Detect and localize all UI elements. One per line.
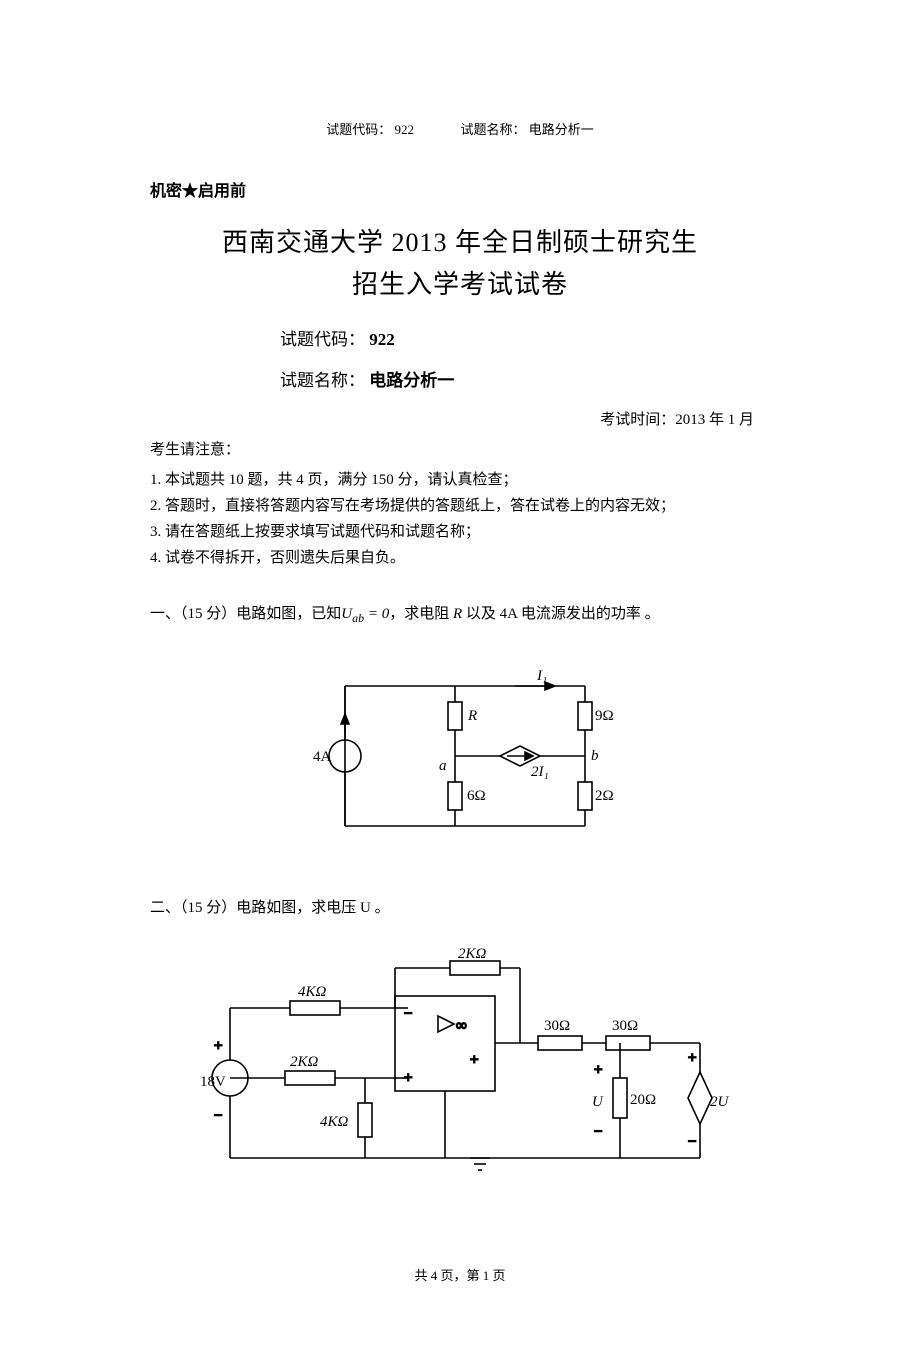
notice-item-3: 3. 请在答题纸上按要求填写试题代码和试题名称； bbox=[150, 520, 770, 544]
exam-name-label: 试题名称： bbox=[280, 371, 365, 390]
q1-condition: Uab = 0 bbox=[341, 606, 389, 622]
q2-30a-label: 30Ω bbox=[544, 1018, 570, 1034]
question-2: 二、（15 分）电路如图，求电压 U 。 bbox=[150, 896, 770, 920]
q1-6ohm-label: 6Ω bbox=[467, 788, 486, 804]
header-name-label: 试题名称： bbox=[460, 122, 525, 137]
header-code-label: 试题代码： bbox=[326, 122, 391, 137]
q1-src-label: 4A bbox=[313, 749, 332, 765]
q2-2k-top-label: 2KΩ bbox=[458, 948, 487, 962]
notice-item-1: 1. 本试题共 10 题，共 4 页，满分 150 分，请认真检查； bbox=[150, 468, 770, 492]
svg-text:+: + bbox=[594, 1062, 602, 1078]
svg-text:+: + bbox=[214, 1038, 222, 1054]
q2-30b-label: 30Ω bbox=[612, 1018, 638, 1034]
q1-R-label: R bbox=[467, 708, 477, 724]
exam-code-line: 试题代码： 922 bbox=[150, 326, 770, 353]
svg-text:∞: ∞ bbox=[456, 1018, 467, 1034]
q1-9ohm-label: 9Ω bbox=[595, 708, 614, 724]
exam-name-value: 电路分析一 bbox=[369, 371, 454, 390]
q1-node-b: b bbox=[591, 748, 599, 764]
svg-text:+: + bbox=[688, 1050, 696, 1066]
q1-circuit-diagram: 4A R I₁ 9Ω a b 2I₁ 6Ω 2Ω bbox=[150, 656, 770, 864]
question-1: 一、（15 分）电路如图，已知Uab = 0，求电阻 R 以及 4A 电流源发出… bbox=[150, 602, 770, 628]
title-line2: 招生入学考试试卷 bbox=[150, 264, 770, 306]
notice-item-2: 2. 答题时，直接将答题内容写在考场提供的答题纸上，答在试卷上的内容无效； bbox=[150, 494, 770, 518]
confidential-label: 机密★启用前 bbox=[150, 179, 770, 205]
q1-suffix: 以及 4A 电流源发出的功率 。 bbox=[462, 606, 660, 622]
q2-20-label: 20Ω bbox=[630, 1092, 656, 1108]
q2-4k-top-label: 4KΩ bbox=[298, 984, 327, 1000]
exam-code-label: 试题代码： bbox=[280, 330, 365, 349]
exam-name-line: 试题名称： 电路分析一 bbox=[150, 367, 770, 394]
exam-code-value: 922 bbox=[369, 330, 395, 349]
q1-ccvs-label: 2I₁ bbox=[531, 764, 549, 780]
svg-text:+: + bbox=[404, 1070, 412, 1086]
q2-4k-bot-label: 4KΩ bbox=[320, 1114, 349, 1130]
svg-text:+: + bbox=[470, 1052, 478, 1068]
svg-text:−: − bbox=[404, 1006, 412, 1022]
header-code-value: 922 bbox=[394, 122, 414, 137]
notice-item-4: 4. 试卷不得拆开，否则遗失后果自负。 bbox=[150, 546, 770, 570]
q1-I1-label: I₁ bbox=[536, 668, 547, 684]
svg-text:−: − bbox=[688, 1134, 696, 1150]
q1-r: R bbox=[453, 606, 462, 622]
header-name-value: 电路分析一 bbox=[529, 122, 594, 137]
notice-title: 考生请注意： bbox=[150, 438, 770, 462]
q1-2ohm-label: 2Ω bbox=[595, 788, 614, 804]
q2-2k-left-label: 2KΩ bbox=[290, 1054, 319, 1070]
title-line1: 西南交通大学 2013 年全日制硕士研究生 bbox=[150, 222, 770, 264]
q1-node-a: a bbox=[439, 758, 447, 774]
exam-time: 考试时间：2013 年 1 月 bbox=[150, 408, 770, 432]
q2-2u-label: 2U bbox=[710, 1094, 730, 1110]
q1-middle: ，求电阻 bbox=[389, 606, 453, 622]
page-footer: 共 4 页，第 1 页 bbox=[150, 1266, 770, 1287]
q1-prefix: 一、（15 分）电路如图，已知 bbox=[150, 606, 341, 622]
q2-u-label: U bbox=[592, 1094, 604, 1110]
svg-text:−: − bbox=[214, 1108, 222, 1124]
svg-text:−: − bbox=[594, 1124, 602, 1140]
q2-text: 二、（15 分）电路如图，求电压 U 。 bbox=[150, 900, 390, 916]
q2-vsrc-label: 18V bbox=[200, 1074, 226, 1090]
q2-circuit-diagram: + − − bbox=[150, 948, 770, 1206]
header-meta: 试题代码： 922 试题名称： 电路分析一 bbox=[150, 120, 770, 141]
